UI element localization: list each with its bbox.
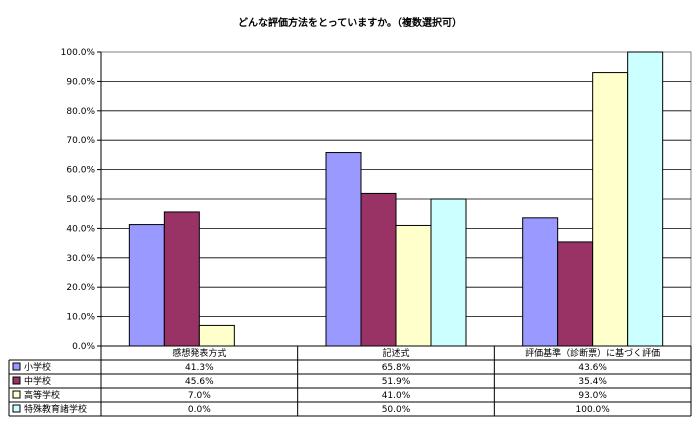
bars: [128, 51, 664, 347]
data-label: 41.3%: [185, 363, 214, 373]
y-tick-label: 20.0%: [66, 283, 95, 293]
y-tick-label: 0.0%: [72, 342, 95, 352]
data-label: 7.0%: [188, 391, 211, 401]
bar: [163, 211, 200, 347]
y-tick-label: 100.0%: [61, 48, 96, 58]
legend-swatch: [12, 390, 21, 399]
data-label: 50.0%: [382, 405, 411, 415]
bar: [395, 224, 432, 347]
y-tick-label: 50.0%: [66, 195, 95, 205]
data-label: 35.4%: [578, 377, 607, 387]
bar: [198, 324, 235, 347]
bar: [360, 192, 397, 347]
legend-entry: 小学校: [24, 361, 51, 373]
data-label: 43.6%: [578, 363, 607, 373]
bar: [557, 241, 594, 347]
data-label: 100.0%: [576, 405, 611, 415]
axes: 0.0% 10.0% 20.0% 30.0% 40.0% 50.0% 60.0% 70.0% 8…: [61, 48, 691, 352]
data-label: 93.0%: [578, 391, 607, 401]
y-tick-label: 30.0%: [66, 254, 95, 264]
data-label: 41.0%: [382, 391, 411, 401]
legend-entry: 高等学校: [24, 389, 60, 401]
legend-entry: 中学校: [24, 375, 51, 387]
x-tick-label: 評価基準（診断票）に基づく評価: [525, 347, 660, 359]
y-tick-label: 90.0%: [66, 77, 95, 87]
y-tick-label: 40.0%: [66, 224, 95, 234]
y-tick-label: 70.0%: [66, 136, 95, 146]
bar: [430, 198, 467, 347]
bar: [627, 51, 664, 347]
y-tick-label: 80.0%: [66, 107, 95, 117]
y-tick-label: 10.0%: [66, 313, 95, 323]
data-label: 45.6%: [185, 377, 214, 387]
bar: [592, 72, 629, 347]
x-tick-label: 記述式: [382, 347, 409, 359]
data-label: 65.8%: [382, 363, 411, 373]
y-tick-label: 60.0%: [66, 166, 95, 176]
data-label: 0.0%: [188, 405, 211, 415]
legend-entry: 特殊教育諸学校: [24, 403, 87, 415]
legend-swatch: [12, 362, 21, 371]
legend-swatch: [12, 404, 21, 413]
legend-swatch: [12, 376, 21, 385]
chart-title: どんな評価方法をとっていますか。（複数選択可）: [238, 18, 462, 29]
data-label: 51.9%: [382, 377, 411, 387]
x-tick-label: 感想発表方式: [172, 347, 226, 359]
bar: [522, 217, 559, 347]
bar: [325, 152, 362, 347]
bar: [128, 224, 165, 347]
